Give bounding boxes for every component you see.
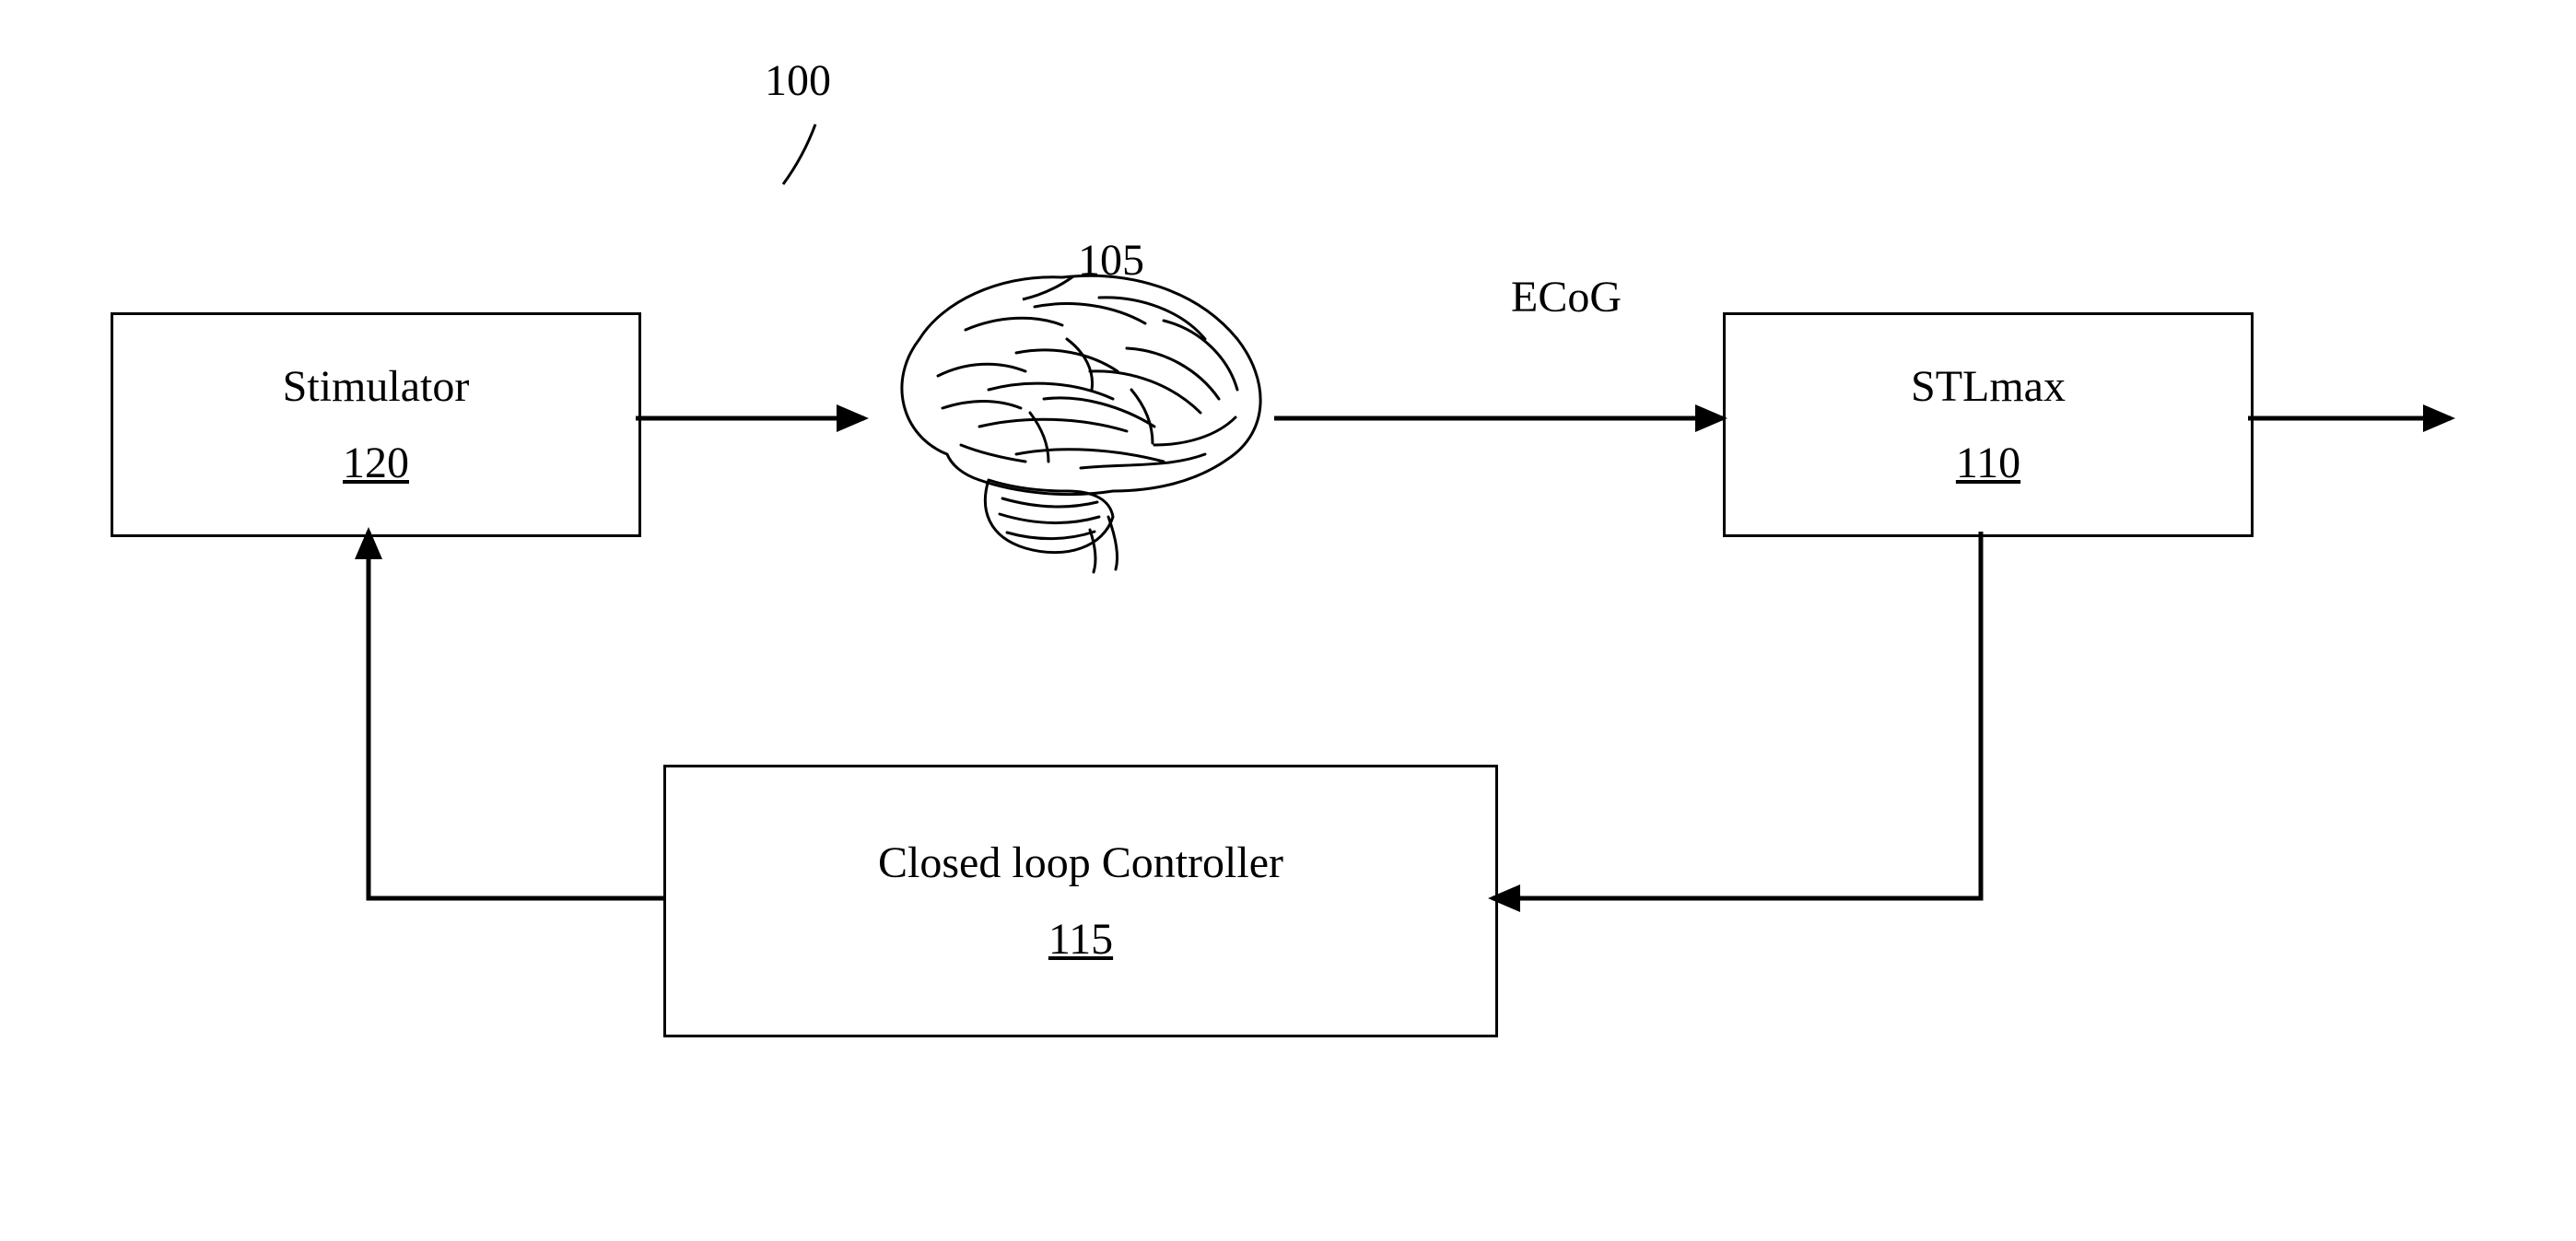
controller-node: Closed loop Controller 115 [663, 765, 1498, 1037]
stlmax-ref: 110 [1956, 438, 2020, 488]
diagram-ref-text: 100 [765, 56, 831, 105]
stimulator-ref: 120 [343, 438, 409, 488]
brain-icon [878, 261, 1274, 574]
stimulator-title: Stimulator [283, 361, 470, 412]
controller-ref: 115 [1048, 914, 1113, 965]
stlmax-title: STLmax [1911, 361, 2066, 412]
controller-title: Closed loop Controller [878, 837, 1283, 888]
edge-stlmax-to-controller [1493, 532, 1981, 898]
ecog-text: ECoG [1511, 273, 1622, 322]
ecog-label: ECoG [1511, 272, 1622, 322]
diagram-ref-label: 100 [765, 55, 831, 106]
edge-controller-to-stimulator [369, 532, 663, 898]
diagram-canvas: 100 105 ECoG Stimulator 120 STLmax 110 C… [0, 0, 2576, 1241]
stimulator-node: Stimulator 120 [111, 312, 641, 537]
edges-overlay [0, 0, 2576, 1241]
leader-diagram-ref [783, 124, 815, 184]
stlmax-node: STLmax 110 [1723, 312, 2254, 537]
